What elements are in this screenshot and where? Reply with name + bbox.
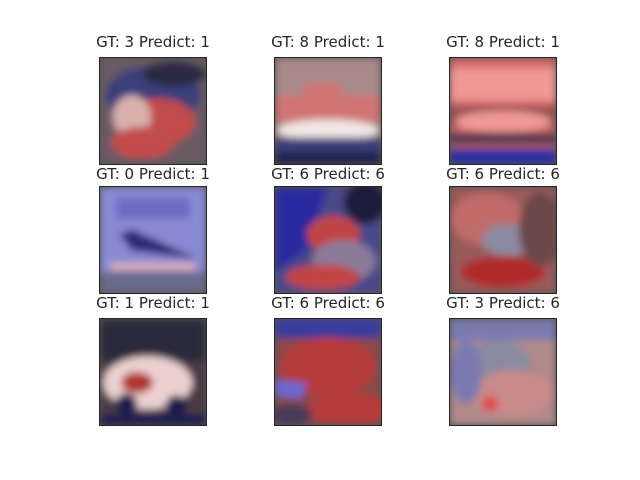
sample-image [449,57,557,165]
image-blob [518,192,556,267]
panel-title: GT: 3 Predict: 1 [96,33,210,51]
sample-image [274,318,382,426]
image-blob [112,95,151,138]
panel-title: GT: 3 Predict: 6 [446,294,560,312]
sample-image [99,57,207,165]
image-blob [115,393,138,415]
image-blob [119,229,198,260]
sample-image-render [450,58,556,164]
sample-image-render [100,187,206,293]
image-blob [142,61,206,87]
sample-image [449,318,557,426]
sample-image [99,318,207,426]
image-blob [100,271,206,293]
sample-image-render [450,319,556,425]
sample-image-render [100,58,206,164]
image-blob [121,372,153,394]
sample-image [274,186,382,294]
image-blob [301,81,344,99]
sample-image [99,186,207,294]
image-blob [343,187,381,225]
image-blob [460,255,546,288]
image-blob [115,197,191,219]
sample-image-render [100,319,206,425]
panel-title: GT: 0 Predict: 1 [96,165,210,183]
panel-title: GT: 8 Predict: 1 [271,33,385,51]
image-blob [306,393,381,425]
image-blob [285,264,360,290]
image-blob [277,119,379,141]
image-blob [275,95,381,122]
panel-title: GT: 6 Predict: 6 [271,165,385,183]
image-blob [100,319,206,362]
panel-title: GT: 6 Predict: 6 [446,165,560,183]
sample-image-render [450,187,556,293]
image-blob [450,340,482,404]
sample-image [449,186,557,294]
panel-title: GT: 6 Predict: 6 [271,294,385,312]
sample-image [274,57,382,165]
image-blob [450,68,556,101]
sample-image-render [275,58,381,164]
image-blob [481,396,499,412]
image-blob [110,126,175,159]
image-blob [450,148,556,164]
image-blob [280,337,376,397]
panel-title: GT: 1 Predict: 1 [96,294,210,312]
image-blob [275,187,328,272]
image-blob [275,380,307,399]
image-blob [455,111,551,133]
sample-image-render [275,319,381,425]
image-blob [110,263,196,270]
image-blob [275,319,381,339]
panel-title: GT: 8 Predict: 1 [446,33,560,51]
image-blob [165,395,187,417]
image-blob [275,151,381,164]
image-blob [100,414,206,425]
sample-image-render [275,187,381,293]
image-blob [450,132,556,145]
image-blob [275,403,313,425]
image-blob [450,319,556,341]
